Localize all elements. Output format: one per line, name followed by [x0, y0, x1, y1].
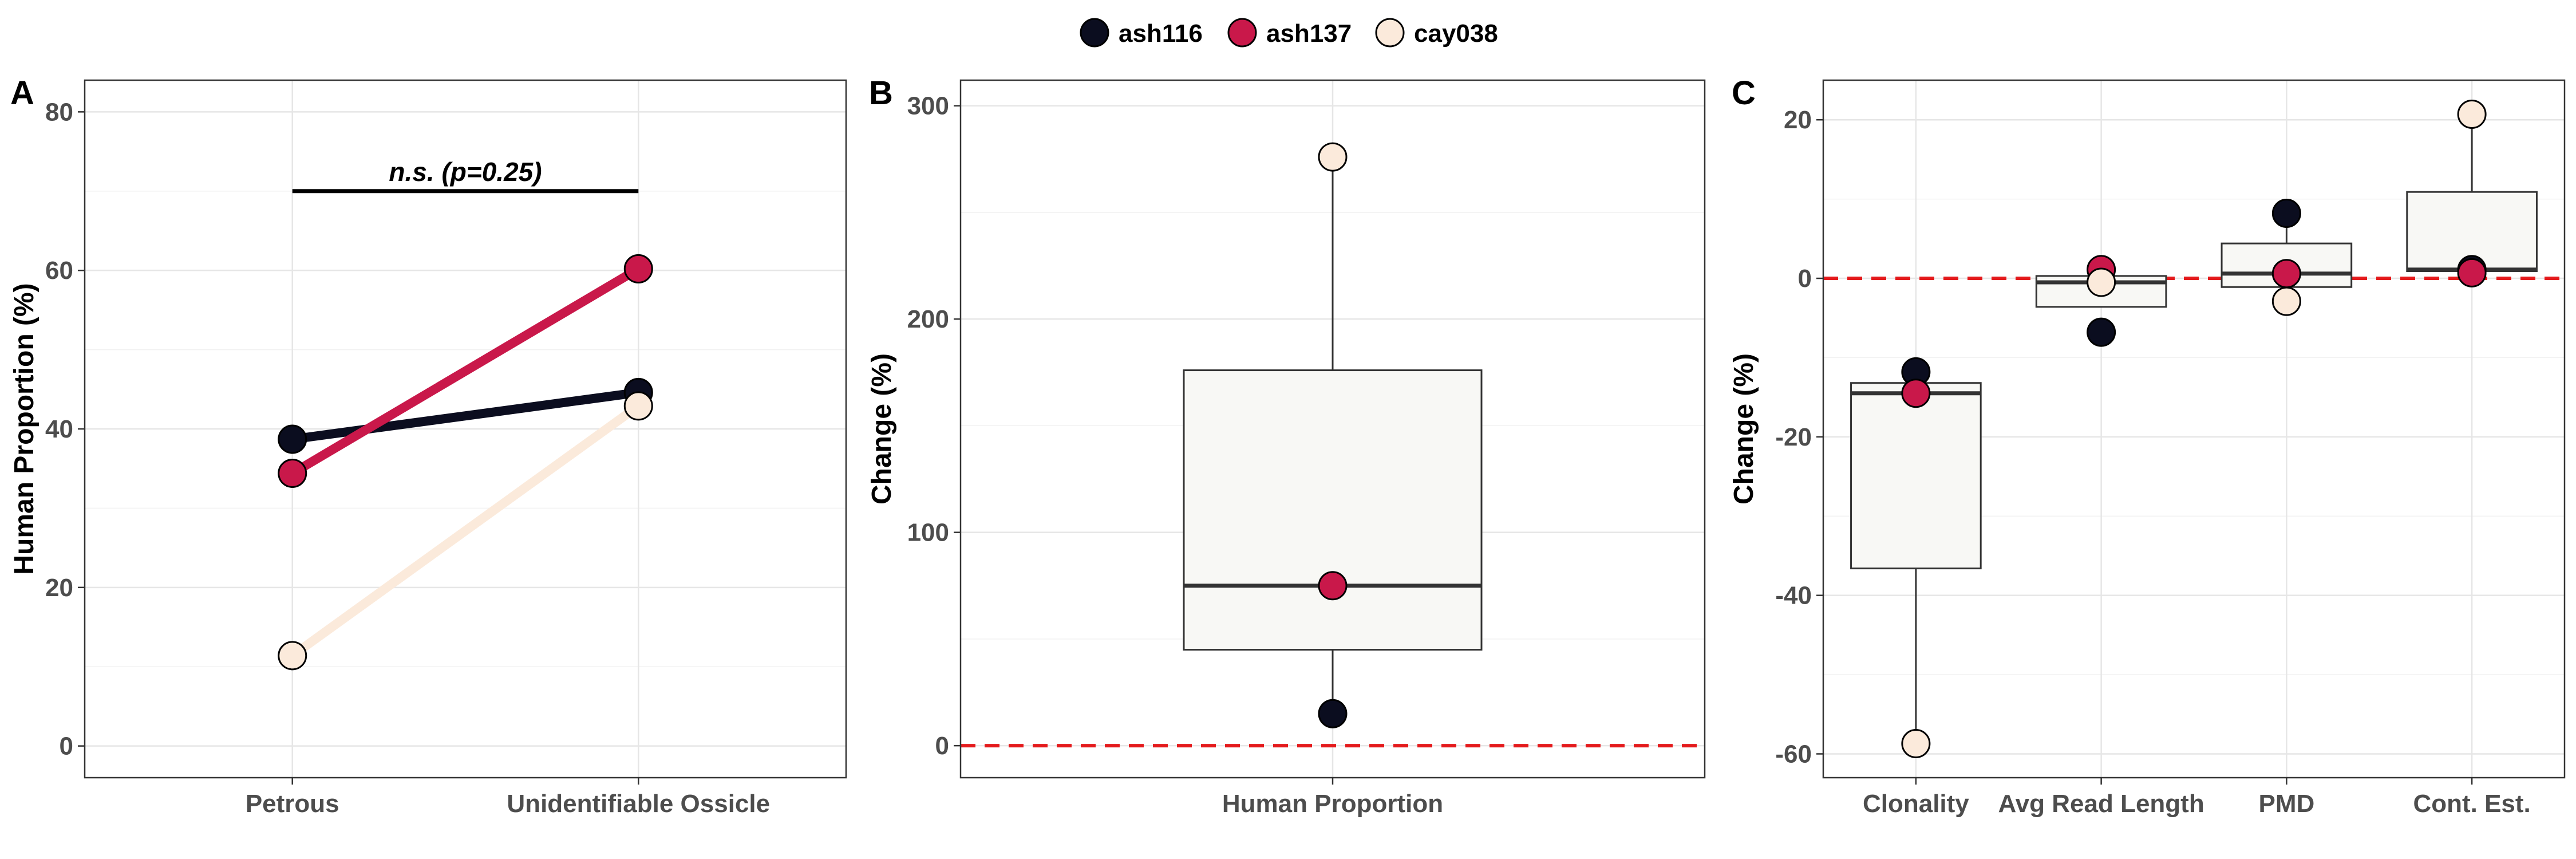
x-tick-label: Petrous	[246, 790, 339, 818]
x-tick-label: Unidentifiable Ossicle	[507, 790, 770, 818]
panel-b-marks	[961, 142, 1705, 748]
legend-key-cay038	[1375, 18, 1405, 48]
panel-c-ylabel: Change (%)	[1729, 353, 1759, 505]
panel-c: C -60 -40 -20 0 20 Clonality Avg Read Length PM…	[1729, 74, 2566, 818]
y-tick-label: 20	[45, 574, 73, 602]
panel-c-border	[1822, 79, 2566, 779]
y-tick-label: 60	[45, 257, 73, 285]
box-iqr	[1850, 382, 1982, 570]
point-cay038	[1901, 728, 1931, 758]
legend-key-ash116	[1080, 18, 1109, 48]
y-tick-label: -20	[1775, 423, 1812, 451]
point-cay038-0	[278, 641, 307, 671]
y-tick-label: -40	[1775, 582, 1812, 610]
y-tick-label: -60	[1775, 740, 1812, 768]
legend-label-cay038: cay038	[1414, 19, 1498, 48]
significance-label: n.s. (p=0.25)	[389, 157, 542, 187]
x-tick-label: PMD	[2258, 790, 2314, 818]
box-iqr	[1183, 369, 1483, 651]
series-line-cay038	[287, 401, 643, 660]
point-cay038	[2271, 286, 2301, 316]
panel-a-ticks: 0 20 40 60 80 Petrous Unidentifiable Ossicle	[45, 98, 770, 818]
point-ash116	[1318, 699, 1348, 728]
y-tick-label: 0	[935, 732, 949, 760]
legend-key-ash137	[1227, 18, 1257, 48]
point-ash137	[1901, 379, 1931, 408]
point-ash137	[1318, 571, 1348, 601]
panel-c-marks	[1823, 100, 2565, 758]
point-ash116-0	[278, 424, 307, 454]
x-tick-label: Clonality	[1863, 790, 1969, 818]
panel-b-ticks: 0 100 200 300 Human Proportion	[907, 92, 1444, 818]
y-tick-label: 80	[45, 98, 73, 126]
series-line-ash137	[287, 264, 643, 478]
point-ash116	[2087, 317, 2116, 347]
y-tick-label: 200	[907, 305, 949, 333]
y-tick-label: 100	[907, 519, 949, 547]
point-ash116	[2271, 199, 2301, 228]
point-ash137	[2457, 258, 2487, 287]
y-tick-label: 0	[60, 732, 73, 761]
panel-a-letter: A	[10, 74, 34, 112]
point-ash137-1	[623, 254, 653, 283]
panel-b-ylabel: Change (%)	[867, 353, 897, 505]
x-tick-label: Avg Read Length	[1998, 790, 2204, 818]
y-tick-label: 40	[45, 415, 73, 443]
panel-b-letter: B	[869, 74, 893, 112]
legend-label-ash137: ash137	[1266, 19, 1352, 48]
y-tick-label: 20	[1784, 106, 1812, 134]
point-cay038-1	[623, 391, 653, 421]
panel-c-ticks: -60 -40 -20 0 20 Clonality Avg Read Length PMD C…	[1775, 106, 2530, 818]
point-ash137	[2271, 259, 2301, 289]
legend-label-ash116: ash116	[1119, 19, 1203, 48]
panel-a-ylabel: Human Proportion (%)	[9, 283, 39, 574]
legend: ash116 ash137 cay038	[1080, 18, 1498, 48]
x-tick-label: Human Proportion	[1222, 790, 1443, 818]
panel-b: B 0 100 200 300 Human Proportion Change (%)	[867, 74, 1706, 818]
y-tick-label: 0	[1798, 265, 1812, 293]
panel-a-marks: n.s. (p=0.25)	[278, 157, 653, 671]
point-ash137-0	[278, 459, 307, 488]
x-tick-label: Cont. Est.	[2413, 790, 2530, 818]
point-cay038	[2457, 100, 2487, 129]
point-cay038	[2087, 267, 2116, 297]
panel-c-letter: C	[1732, 74, 1756, 112]
point-cay038	[1318, 142, 1348, 172]
panel-a: A n.s. (p=0.25) 0 20 40 60 80 Petrous Unidenti…	[9, 74, 847, 818]
y-tick-label: 300	[907, 92, 949, 120]
series-line-ash116	[287, 388, 643, 444]
